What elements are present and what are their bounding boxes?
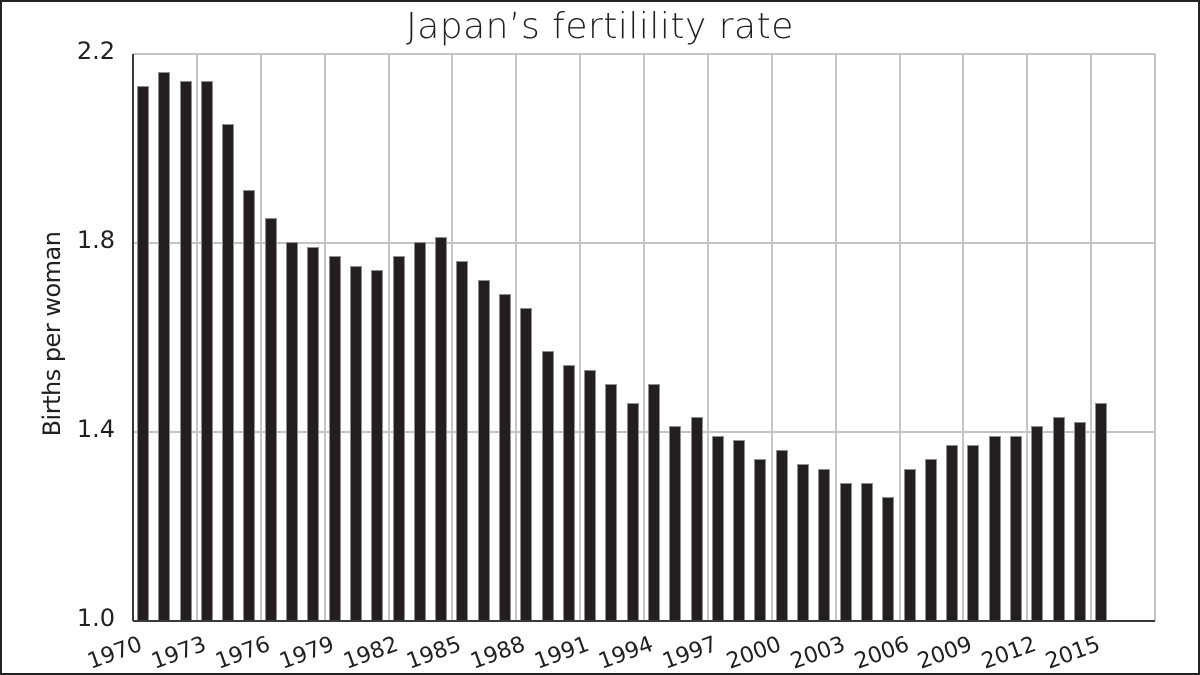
bar-2012 (1032, 427, 1043, 621)
bar-1975 (244, 191, 255, 621)
bar-1990 (563, 365, 574, 621)
v-gridline (579, 54, 582, 621)
y-axis-label: Births per woman (38, 231, 66, 437)
v-gridline (1026, 54, 1029, 621)
bar-2002 (819, 469, 830, 621)
bar-1994 (649, 384, 659, 621)
y-tick-label: 1.4 (76, 415, 115, 444)
bar-1992 (606, 384, 617, 621)
bar-1986 (478, 280, 489, 621)
bar-1996 (691, 417, 702, 621)
v-gridline (1154, 54, 1156, 621)
y-tick-label: 1.8 (76, 226, 115, 255)
bar-2011 (1010, 436, 1021, 621)
bar-1984 (436, 238, 447, 621)
bar-1987 (499, 294, 510, 621)
v-gridline (834, 54, 837, 621)
v-gridline (962, 54, 965, 621)
bar-2004 (861, 483, 872, 621)
bar-2007 (925, 460, 936, 621)
bar-1971 (159, 72, 170, 621)
bar-1972 (180, 82, 191, 621)
bar-2013 (1053, 417, 1064, 621)
bar-1979 (329, 257, 340, 621)
v-gridline (259, 54, 262, 621)
v-gridline (451, 54, 454, 621)
bar-1980 (350, 266, 361, 621)
y-axis-line (132, 54, 134, 621)
bar-2014 (1074, 422, 1085, 621)
bar-1981 (372, 271, 383, 621)
bar-1995 (670, 427, 681, 621)
bar-2015 (1096, 403, 1107, 621)
bar-2010 (989, 436, 1000, 621)
v-gridline (387, 54, 390, 621)
v-gridline (1090, 54, 1093, 621)
v-gridline (323, 54, 326, 621)
v-gridline (195, 54, 198, 621)
bar-1982 (393, 257, 404, 621)
bar-1974 (223, 124, 234, 621)
bar-1973 (201, 82, 212, 621)
y-tick-label: 2.2 (76, 37, 115, 66)
bar-1999 (755, 460, 766, 621)
bar-1977 (287, 243, 298, 621)
bar-1976 (265, 219, 276, 621)
bar-1998 (734, 441, 745, 621)
bar-1989 (542, 351, 553, 621)
v-gridline (515, 54, 518, 621)
bar-1985 (457, 261, 468, 621)
bar-2000 (776, 450, 787, 621)
chart-title: Japan’s fertilility rate (406, 6, 794, 47)
bar-1988 (521, 309, 532, 621)
bar-1978 (308, 247, 319, 621)
bar-2006 (904, 469, 915, 621)
x-axis-line (133, 620, 1155, 622)
v-gridline (706, 54, 709, 621)
y-tick-label: 1.0 (76, 604, 115, 633)
v-gridline (643, 54, 645, 621)
bar-2008 (947, 446, 958, 621)
plot-area (132, 53, 1156, 622)
bar-2005 (883, 498, 894, 621)
h-gridline (133, 53, 1155, 55)
bar-2001 (798, 465, 809, 621)
bar-2003 (840, 483, 851, 621)
bar-1970 (138, 87, 148, 621)
v-gridline (898, 54, 901, 621)
bar-2009 (968, 446, 979, 621)
bar-1993 (627, 403, 638, 621)
bar-1983 (414, 243, 425, 621)
v-gridline (770, 54, 773, 621)
bar-1991 (585, 370, 596, 621)
bar-1997 (712, 436, 723, 621)
